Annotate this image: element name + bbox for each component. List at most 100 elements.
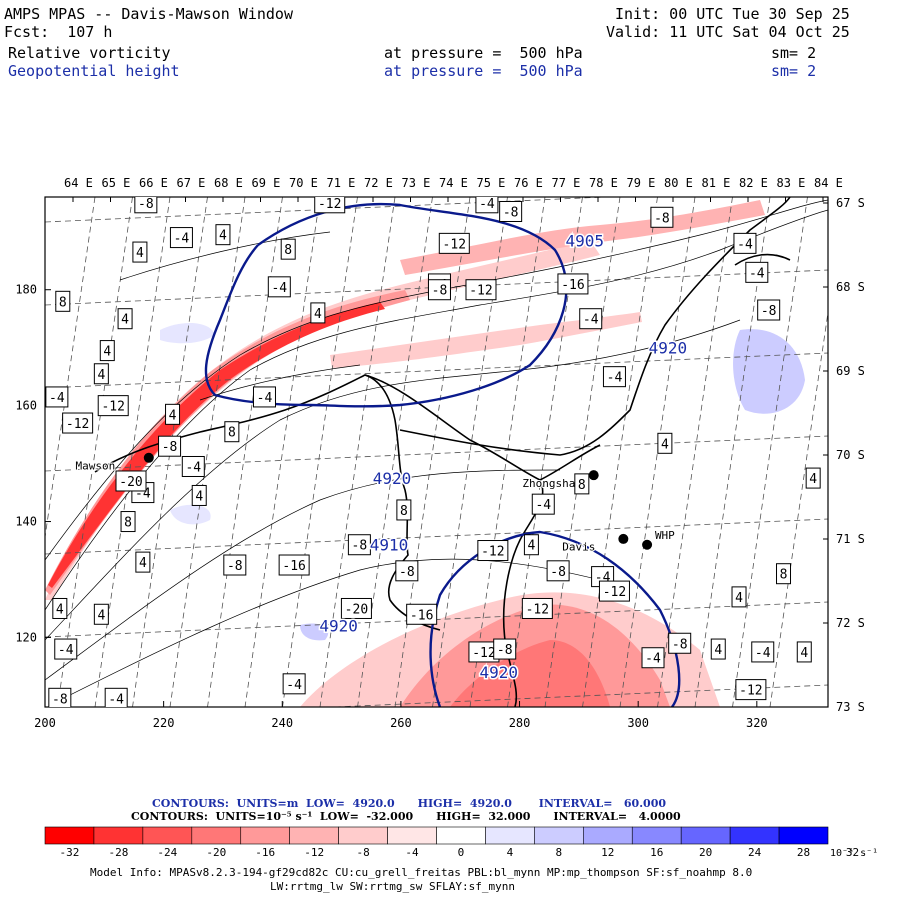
height-contour-label: 4920 (480, 663, 519, 682)
longitude-label: 72 E (364, 176, 393, 190)
svg-text:4: 4 (97, 368, 105, 383)
svg-text:-8: -8 (52, 692, 68, 707)
colorbar-label: 16 (650, 846, 663, 859)
svg-text:-20: -20 (345, 602, 368, 617)
svg-text:-4: -4 (185, 460, 201, 475)
chart-title: AMPS MPAS -- Davis-Mawson Window (4, 5, 293, 23)
colorbar-swatch (191, 826, 242, 845)
svg-text:4: 4 (714, 643, 722, 658)
svg-text:-8: -8 (550, 565, 566, 580)
colorbar-swatch (387, 826, 437, 845)
longitude-label: 78 E (589, 176, 618, 190)
svg-text:-4: -4 (535, 498, 551, 513)
vorticity-contour-label: -4 (733, 232, 757, 254)
longitude-label: 79 E (627, 176, 656, 190)
longitude-label: 82 E (739, 176, 768, 190)
colorbar-swatch (778, 826, 829, 845)
svg-text:-4: -4 (583, 313, 599, 328)
vorticity-contour-label: -4 (531, 493, 555, 515)
colorbar-swatch (680, 826, 731, 845)
longitude-gridline (45, 197, 96, 540)
station-name: Zhongshan (522, 477, 582, 490)
vorticity-contour-label: -4 (54, 638, 78, 660)
coastline (94, 374, 441, 631)
vorticity-contour-label: -8 (223, 554, 247, 576)
latitude-label: 68 S (836, 280, 865, 294)
svg-text:-8: -8 (503, 205, 519, 220)
vorticity-contour-label: -4 (104, 687, 128, 707)
vorticity-contour-label: 4 (796, 641, 812, 663)
svg-text:-12: -12 (66, 417, 89, 432)
svg-text:-12: -12 (481, 545, 504, 560)
vorticity-contour-label: 4 (117, 308, 133, 330)
svg-text:-4: -4 (108, 692, 124, 707)
pos-vorticity-patch-south (170, 504, 211, 525)
svg-text:-4: -4 (755, 646, 771, 661)
height-contour-info: CONTOURS: UNITS=m LOW= 4920.0 HIGH= 4920… (152, 797, 666, 810)
longitude-label: 75 E (477, 176, 506, 190)
svg-text:8: 8 (59, 295, 67, 310)
vorticity-contour-label: 8 (776, 563, 792, 585)
svg-text:8: 8 (400, 504, 408, 519)
svg-text:-4: -4 (58, 643, 74, 658)
plot-frame (44, 196, 829, 708)
svg-text:8: 8 (284, 243, 292, 258)
colorbar-label: -4 (405, 846, 419, 859)
latitude-label: 72 S (836, 616, 865, 630)
svg-text:-4: -4 (749, 266, 765, 281)
vorticity-contour-label: -4 (745, 261, 769, 283)
init-time: Init: 00 UTC Tue 30 Sep 25 (615, 5, 850, 23)
colorbar-swatch (142, 826, 193, 845)
svg-text:-8: -8 (399, 565, 415, 580)
neg-vorticity-band-northeast (400, 200, 765, 275)
longitude-gridline (394, 197, 471, 707)
svg-text:-8: -8 (227, 559, 243, 574)
vorticity-contour-label: -8 (668, 632, 692, 654)
longitude-gridline (319, 197, 396, 707)
longitude-gridline (619, 197, 696, 707)
vorticity-contour-label: -8 (757, 299, 781, 321)
svg-text:8: 8 (228, 426, 236, 441)
longitude-label: 84 E (814, 176, 843, 190)
svg-text:4: 4 (809, 472, 817, 487)
vorticity-contour-label: -12 (521, 597, 553, 619)
vorticity-contour-label: 4 (310, 302, 326, 324)
vorticity-contour-label: -12 (477, 540, 509, 562)
longitude-label: 71 E (327, 176, 356, 190)
longitude-label: 83 E (777, 176, 806, 190)
vorticity-contour-label: 4 (523, 534, 539, 556)
x-tick-label: 240 (271, 716, 293, 730)
svg-text:-4: -4 (257, 391, 273, 406)
y-tick-label: 140 (15, 515, 37, 529)
vorticity-contour-line (59, 558, 601, 701)
longitude-label: 74 E (439, 176, 468, 190)
longitude-label: 77 E (552, 176, 581, 190)
longitude-gridline (94, 197, 171, 707)
colorbar-swatch (289, 826, 339, 845)
vorticity-contour-label: -8 (427, 279, 451, 301)
svg-text:8: 8 (578, 478, 586, 493)
colorbar-swatch (44, 826, 95, 845)
vorticity-contour-label: 8 (396, 499, 412, 521)
longitude-gridline (732, 197, 808, 707)
longitude-label: 67 E (177, 176, 206, 190)
colorbar: -32 -28 -24 -20 -16 -12 -8 -4 0 4 8 12 16 20 24 28 3210⁻… (44, 826, 878, 859)
svg-text:4: 4 (735, 591, 743, 606)
svg-text:4: 4 (195, 489, 203, 504)
svg-text:4: 4 (97, 608, 105, 623)
neg-vorticity-south-strong (450, 640, 610, 707)
svg-text:-8: -8 (138, 197, 154, 212)
vorticity-contour-info: CONTOURS: UNITS=10⁻⁵ s⁻¹ LOW= -32.000 HI… (131, 810, 681, 823)
vorticity-contour-label: -12 (598, 580, 630, 602)
vorticity-contour-label: -4 (252, 386, 276, 408)
coastline (734, 253, 791, 266)
svg-text:-4: -4 (174, 232, 190, 247)
height-contour-label: 4910 (370, 536, 409, 555)
svg-text:8: 8 (124, 516, 132, 531)
pos-vorticity-patch-southwest (300, 623, 329, 641)
x-tick-label: 320 (746, 716, 768, 730)
svg-text:-16: -16 (410, 608, 433, 623)
svg-text:-4: -4 (645, 652, 661, 667)
x-tick-label: 200 (34, 716, 56, 730)
svg-text:-4: -4 (607, 371, 623, 386)
